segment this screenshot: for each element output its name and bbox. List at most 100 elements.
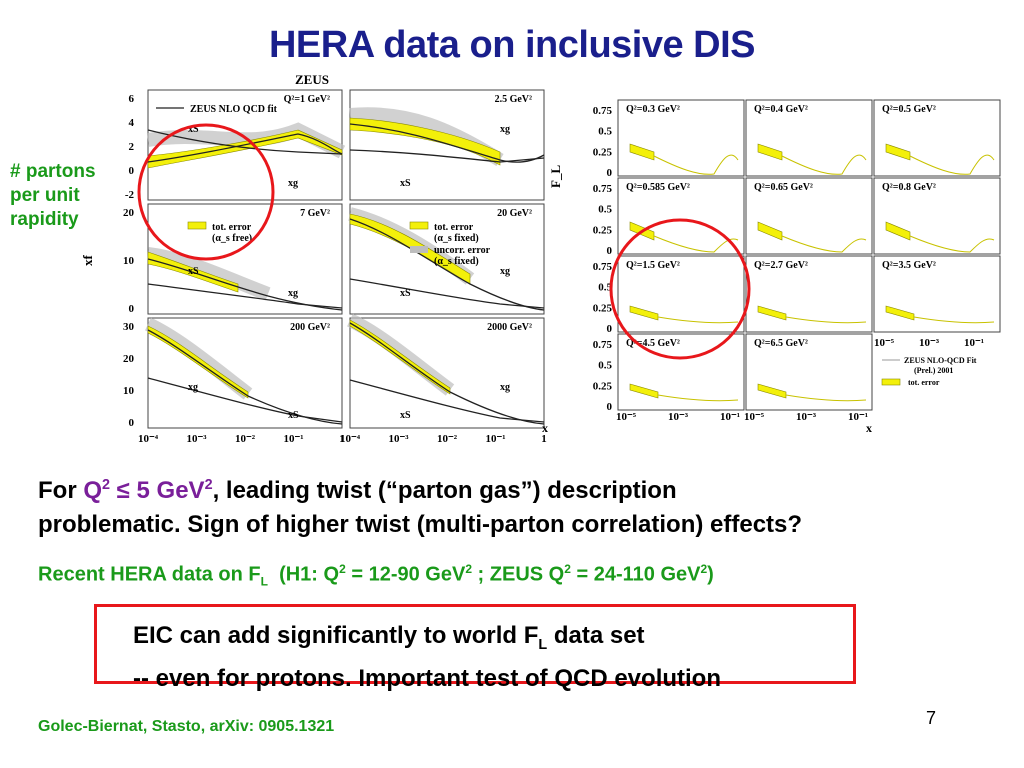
legend-swatch	[410, 246, 428, 253]
legend-text: tot. error	[908, 378, 940, 387]
q2-label: 2.5 GeV²	[495, 94, 532, 105]
legend-text: ZEUS NLO QCD fit	[190, 104, 278, 115]
panel-frame	[873, 99, 1001, 177]
text: , leading twist (“parton gas”) descripti…	[212, 477, 677, 504]
legend-swatch	[187, 221, 207, 230]
q2-label: 200 GeV²	[290, 322, 330, 333]
zeus-legend-fixed: tot. error(α_s fixed)uncorr. error(α_s f…	[409, 221, 491, 267]
tot-error-band	[757, 143, 783, 161]
side-note-line: rapidity	[10, 209, 79, 230]
tot-error-band	[629, 143, 655, 161]
side-note-line: per unit	[10, 185, 80, 206]
curve-label: xS	[188, 124, 199, 135]
panel-frame	[617, 255, 745, 333]
fit-curve	[653, 235, 739, 253]
legend-swatch	[881, 378, 901, 386]
x-tick-label: 10⁻¹	[485, 433, 505, 445]
y-tick-label: 0.75	[593, 105, 613, 117]
curve-label: xg	[288, 178, 298, 189]
zeus-ylabel: xf	[80, 255, 95, 267]
y-tick-label: 0	[129, 165, 135, 177]
tot-error-band	[629, 305, 659, 321]
zeus-figure-header: ZEUS	[295, 74, 329, 87]
q-symbol: Q2 ≤ 5 GeV2	[83, 477, 213, 504]
q2-label: Q²=1 GeV²	[284, 94, 330, 105]
legend-text: ZEUS NLO-QCD Fit	[904, 356, 977, 365]
panel-frame	[617, 99, 745, 177]
fit-curve	[349, 218, 545, 311]
sea-curve	[147, 283, 343, 309]
curve-label: xS	[400, 178, 411, 189]
x-tick-label: 10⁻⁴	[340, 433, 361, 445]
q2-label: Q²=0.585 GeV²	[626, 182, 690, 193]
y-tick-label: 0	[129, 303, 135, 315]
tot-error-band	[757, 221, 783, 241]
q2-label: Q²=0.8 GeV²	[882, 182, 936, 193]
curve-label: xS	[188, 266, 199, 277]
y-tick-label: 0	[129, 417, 135, 429]
fit-curve	[781, 154, 867, 175]
panel-frame	[745, 99, 873, 177]
y-tick-label: 0	[607, 401, 613, 413]
y-tick-label: 6	[129, 93, 135, 105]
highlight-box: EIC can add significantly to world FL da…	[94, 604, 856, 692]
curve-label: xS	[288, 410, 299, 421]
x-tick-label: 10⁻⁵	[744, 411, 765, 423]
y-tick-label: 0.5	[598, 204, 612, 216]
fit-curve	[147, 133, 343, 163]
y-tick-label: 0.25	[593, 302, 613, 314]
x-tick-label: 10⁻³	[919, 337, 940, 349]
q2-label: Q²=6.5 GeV²	[754, 338, 808, 349]
q2-label: 7 GeV²	[300, 208, 330, 219]
side-note: # partons per unit rapidity	[10, 160, 120, 232]
side-note-line: # partons	[10, 161, 96, 182]
legend-swatch	[409, 221, 429, 230]
curve-label: xg	[188, 382, 198, 393]
x-tick-label: 10⁻³	[186, 433, 207, 445]
panel-frame	[349, 89, 545, 201]
tot-error-band	[757, 383, 787, 399]
y-tick-label: 0.5	[598, 360, 612, 372]
page-number: 7	[926, 708, 937, 728]
x-tick-label: 10⁻¹	[848, 411, 868, 423]
panel-frame	[873, 255, 1001, 333]
panel-frame	[745, 177, 873, 255]
fl-figure: Q²=0.3 GeV² 0.75 0.5 0.25 0 Q²=0.4 GeV² Q²=0.5…	[548, 99, 1001, 435]
fl-panel: Q²=2.7 GeV²	[745, 255, 873, 333]
highlight-box-text: EIC can add significantly to world FL da…	[133, 622, 721, 692]
fit-curve	[147, 258, 343, 311]
y-tick-label: 10	[123, 255, 135, 267]
fit-curve	[781, 235, 867, 253]
reference-footer: Golec-Biernat, Stasto, arXiv: 0905.1321	[38, 718, 335, 735]
fit-curve	[657, 394, 739, 402]
panel-frame	[745, 255, 873, 333]
legend-text: uncorr. error	[434, 245, 491, 256]
q2-label: Q²=1.5 GeV²	[626, 260, 680, 271]
x-tick-label: 1	[339, 433, 345, 445]
curve-label: xg	[288, 288, 298, 299]
fit-curve	[909, 154, 995, 175]
legend-text: tot. error	[434, 222, 474, 233]
y-tick-label: 0.5	[598, 126, 612, 138]
legend-text: (α_s fixed)	[434, 256, 479, 267]
fit-curve	[785, 316, 867, 324]
tot-error-band	[885, 305, 915, 321]
x-tick-label: 1	[541, 433, 547, 445]
fl-panel: Q²=0.5 GeV²	[873, 99, 1001, 177]
fl-panel: Q²=1.5 GeV² 0.75 0.5 0.25 0	[593, 255, 745, 335]
tot-error-band	[629, 383, 659, 399]
fl-panel: Q²=0.585 GeV² 0.75 0.5 0.25 0	[593, 177, 745, 257]
q2-label: Q²=0.5 GeV²	[882, 104, 936, 115]
y-tick-label: 20	[123, 207, 135, 219]
y-tick-label: 20	[123, 353, 135, 365]
zeus-panel: 7 GeV² xS xg 20 10 0	[123, 203, 343, 315]
fl-note: Recent HERA data on FL (H1: Q2 = 12-90 G…	[38, 562, 714, 589]
y-tick-label: 0.5	[598, 282, 612, 294]
fit-curve	[653, 154, 739, 175]
fit-curve	[147, 329, 343, 425]
panel-frame	[745, 333, 873, 411]
curve-label: xg	[500, 266, 510, 277]
x-tick-label: 10⁻⁴	[138, 433, 159, 445]
tot-error-band	[885, 143, 911, 161]
q2-label: Q²=2.7 GeV²	[754, 260, 808, 271]
